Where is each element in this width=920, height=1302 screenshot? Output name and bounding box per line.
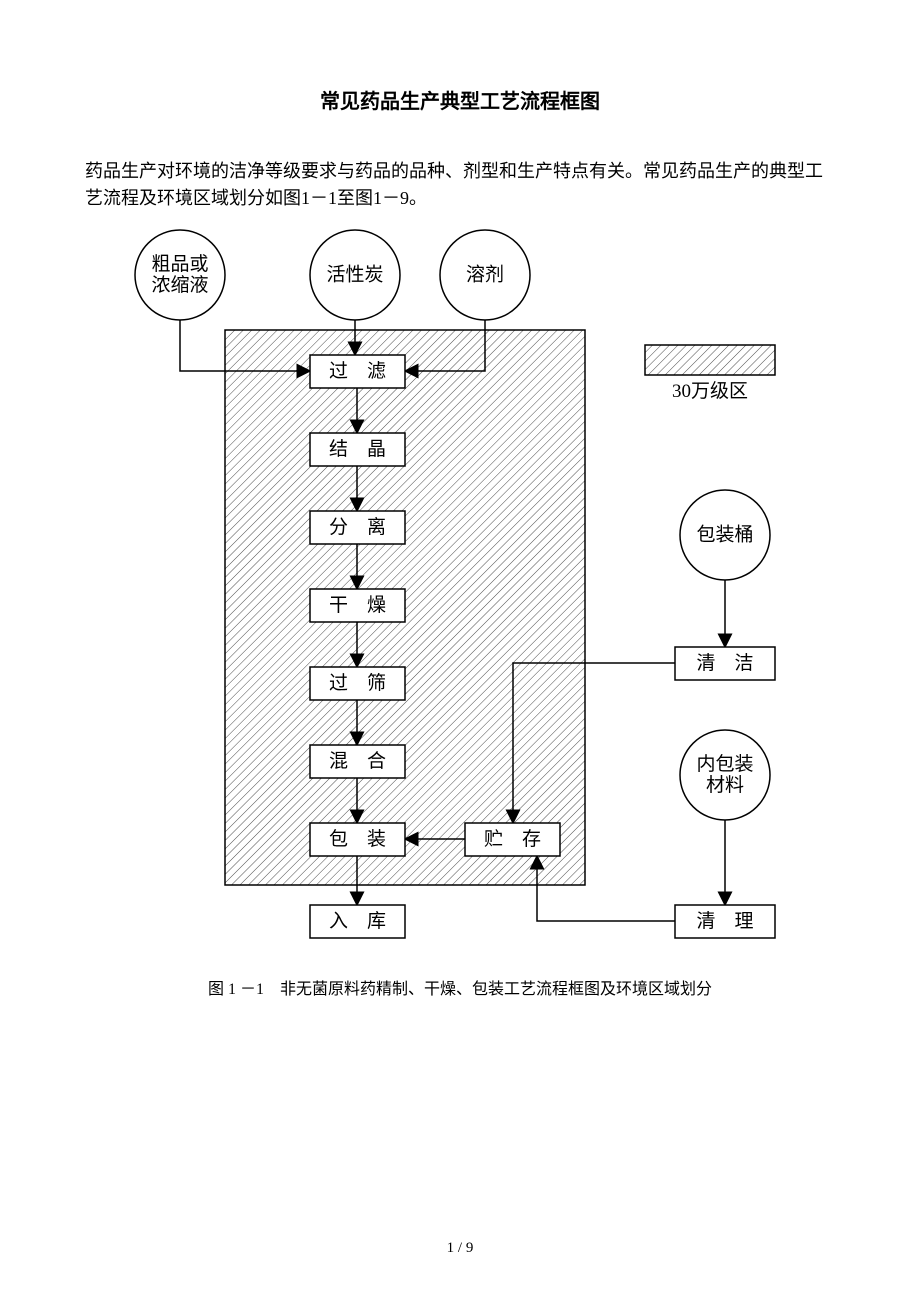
c-carbon-label-0: 活性炭 <box>326 263 383 285</box>
r-stock-label: 入 库 <box>329 910 386 932</box>
c-crude-label-1: 浓缩液 <box>151 274 208 296</box>
intro-paragraph: 药品生产对环境的洁净等级要求与药品的品种、剂型和生产特点有关。常见药品生产的典型… <box>85 158 835 212</box>
c-solvent-label-0: 溶剂 <box>466 263 504 285</box>
legend-label: 30万级区 <box>672 380 748 402</box>
figure-caption: 图 1 －1 非无菌原料药精制、干燥、包装工艺流程框图及环境区域划分 <box>0 975 920 999</box>
c-barrel-label-0: 包装桶 <box>696 523 753 545</box>
r-pack-label: 包 装 <box>329 828 386 850</box>
r-clean1-label: 清 洁 <box>696 652 753 674</box>
c-crude-label-0: 粗品或 <box>151 253 208 275</box>
r-filter-label: 过 滤 <box>329 360 386 382</box>
c-innerpkg-label-0: 内包装 <box>696 753 753 775</box>
r-clean2-label: 清 理 <box>696 910 753 932</box>
r-sieve-label: 过 筛 <box>329 672 386 694</box>
r-dry-label: 干 燥 <box>329 594 386 616</box>
page-number: 1 / 9 <box>0 1240 920 1257</box>
r-store-label: 贮 存 <box>484 828 541 850</box>
flowchart: 30万级区 过 滤结 晶分 离干 燥过 筛混 合包 装入 库 贮 存 清 洁清 理 粗品… <box>85 225 835 965</box>
r-cryst-label: 结 晶 <box>329 438 386 460</box>
c-innerpkg-label-1: 材料 <box>706 774 744 796</box>
r-sep-label: 分 离 <box>329 516 386 538</box>
legend-swatch <box>645 345 775 375</box>
page: 常见药品生产典型工艺流程框图 药品生产对环境的洁净等级要求与药品的品种、剂型和生… <box>0 0 920 1302</box>
page-title: 常见药品生产典型工艺流程框图 <box>0 85 920 114</box>
r-mix-label: 混 合 <box>329 750 386 772</box>
